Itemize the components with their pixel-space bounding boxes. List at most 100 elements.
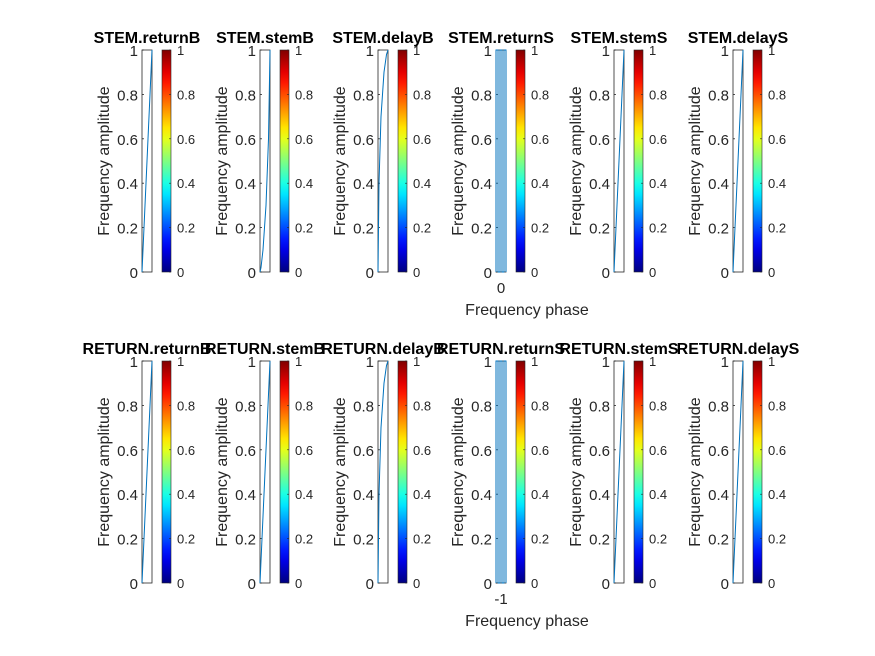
- data-line: [377, 360, 389, 584]
- colorbar-tick-label: 0: [768, 576, 775, 591]
- y-tick-label: 0.6: [708, 443, 729, 460]
- subplot-title: RETURN.returnS: [437, 341, 565, 358]
- x-tick-label: 0: [497, 280, 505, 297]
- colorbar-tick-label: 0: [295, 265, 302, 280]
- subplot: 0 0.2 0.4 0.6 0.8 1 Frequency amplitude STEM.de…: [687, 30, 789, 282]
- y-tick-label: 0.6: [353, 132, 374, 149]
- colorbar-tick-label: 0: [531, 576, 538, 591]
- colorbar-tick-label: 0.2: [177, 532, 195, 547]
- colorbar-tick-label: 0.6: [177, 132, 195, 147]
- colorbar-tick-label: 1: [531, 354, 538, 369]
- subplot: 0 0.2 0.4 0.6 0.8 1 Frequency amplitude STEM.st…: [214, 30, 314, 282]
- colorbar-tick-label: 1: [768, 354, 775, 369]
- y-tick-label: 1: [248, 354, 256, 371]
- y-axis-label: Frequency amplitude: [568, 397, 585, 547]
- y-tick-label: 0.2: [589, 532, 610, 549]
- colorbar-tick-label: 0: [649, 576, 656, 591]
- colorbar-tick-label: 0.8: [768, 398, 786, 413]
- subplot: 0 0.2 0.4 0.6 0.8 1 Frequency amplitude RETURN.…: [321, 341, 445, 593]
- x-tick-label: -1: [494, 591, 507, 608]
- y-tick-label: 0.8: [471, 398, 492, 415]
- y-tick-label: 0.4: [235, 176, 256, 193]
- y-tick-label: 0: [366, 576, 374, 593]
- colorbar-tick-label: 0.2: [177, 221, 195, 236]
- y-axis-label: Frequency amplitude: [214, 397, 231, 547]
- y-tick-label: 0.6: [589, 443, 610, 460]
- y-axis-label: Frequency amplitude: [687, 86, 704, 236]
- subplot-title: STEM.delayS: [688, 30, 789, 47]
- y-axis-label: Frequency amplitude: [214, 86, 231, 236]
- y-tick-label: 0: [484, 576, 492, 593]
- y-tick-label: 0.2: [471, 532, 492, 549]
- subplot: 0 0.2 0.4 0.6 0.8 1 Frequency amplitude RETURN.…: [559, 341, 678, 593]
- y-axis-label: Frequency amplitude: [450, 86, 467, 236]
- colorbar: [279, 360, 290, 584]
- y-tick-label: 0.8: [589, 87, 610, 104]
- colorbar-tick-label: 0.6: [413, 132, 431, 147]
- y-tick-label: 0.6: [117, 443, 138, 460]
- y-tick-label: 0.8: [708, 398, 729, 415]
- y-tick-label: 1: [366, 43, 374, 60]
- colorbar-tick-label: 0.8: [649, 87, 667, 102]
- colorbar-tick-label: 0.8: [413, 87, 431, 102]
- colorbar-tick-label: 1: [413, 43, 420, 58]
- y-tick-label: 1: [484, 354, 492, 371]
- subplot-title: STEM.stemB: [216, 30, 314, 47]
- y-tick-label: 0.2: [235, 532, 256, 549]
- data-line: [141, 360, 153, 584]
- y-tick-label: 0.4: [589, 176, 610, 193]
- y-axis-label: Frequency amplitude: [332, 397, 349, 547]
- colorbar-tick-label: 0.4: [177, 487, 195, 502]
- y-tick-label: 0.8: [471, 87, 492, 104]
- y-tick-label: 1: [602, 354, 610, 371]
- colorbar-tick-label: 0.2: [295, 221, 313, 236]
- y-tick-label: 1: [484, 43, 492, 60]
- colorbar-tick-label: 0.6: [177, 443, 195, 458]
- colorbar-tick-label: 0.2: [295, 532, 313, 547]
- colorbar-tick-label: 1: [768, 43, 775, 58]
- colorbar-tick-label: 0.4: [413, 176, 431, 191]
- colorbar-tick-label: 0.8: [177, 398, 195, 413]
- y-tick-label: 0.2: [589, 221, 610, 238]
- y-tick-label: 0.4: [117, 176, 138, 193]
- colorbar-tick-label: 0: [768, 265, 775, 280]
- colorbar-tick-label: 0.6: [768, 132, 786, 147]
- y-tick-label: 0.2: [471, 221, 492, 238]
- subplot-title: RETURN.delayS: [677, 341, 800, 358]
- colorbar-tick-label: 1: [531, 43, 538, 58]
- colorbar-tick-label: 0.2: [768, 221, 786, 236]
- colorbar-tick-label: 0.8: [295, 87, 313, 102]
- data-line: [732, 360, 744, 584]
- y-tick-label: 0.6: [471, 132, 492, 149]
- colorbar: [397, 360, 408, 584]
- data-line: [495, 360, 507, 584]
- y-tick-label: 0: [721, 265, 729, 282]
- y-tick-label: 0.4: [708, 487, 729, 504]
- colorbar-tick-label: 0.8: [531, 87, 549, 102]
- colorbar-tick-label: 1: [295, 354, 302, 369]
- subplot: 0 0.2 0.4 0.6 0.8 1 Frequency amplitude RETURN.…: [677, 341, 800, 593]
- y-tick-label: 0: [130, 576, 138, 593]
- y-tick-label: 0.6: [589, 132, 610, 149]
- y-tick-label: 1: [130, 43, 138, 60]
- colorbar-tick-label: 0.4: [413, 487, 431, 502]
- colorbar-tick-label: 0.4: [531, 176, 549, 191]
- colorbar: [633, 49, 644, 273]
- y-tick-label: 0.6: [235, 443, 256, 460]
- y-axis-label: Frequency amplitude: [568, 86, 585, 236]
- subplot-title: RETURN.delayB: [321, 341, 445, 358]
- y-tick-label: 0.8: [117, 87, 138, 104]
- y-tick-label: 0: [130, 265, 138, 282]
- colorbar-tick-label: 0.2: [531, 532, 549, 547]
- subplot-title: RETURN.stemB: [205, 341, 325, 358]
- colorbar-tick-label: 0.6: [649, 443, 667, 458]
- subplot: 0 0.2 0.4 0.6 0.8 1 Frequency amplitude RETURN.…: [437, 341, 589, 630]
- y-tick-label: 0.2: [708, 221, 729, 238]
- colorbar-tick-label: 0.6: [531, 443, 549, 458]
- y-tick-label: 0: [721, 576, 729, 593]
- subplot: 0 0.2 0.4 0.6 0.8 1 Frequency amplitude STEM.st…: [568, 30, 668, 282]
- colorbar: [279, 49, 290, 273]
- subplot-title: RETURN.stemS: [559, 341, 678, 358]
- y-tick-label: 0.6: [235, 132, 256, 149]
